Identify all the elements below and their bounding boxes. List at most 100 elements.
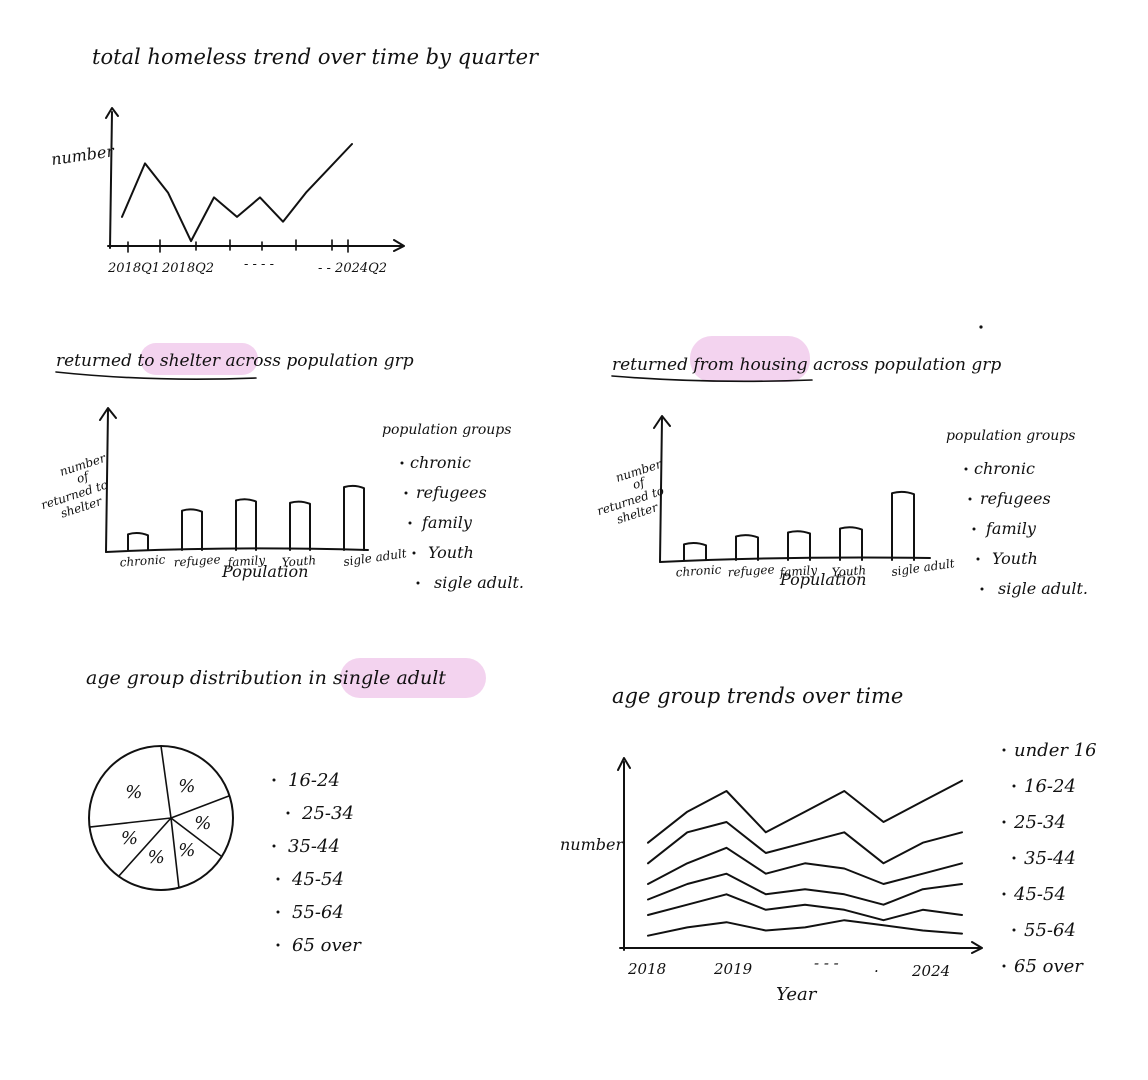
legend-item: Youth [992,549,1038,568]
legend-item: chronic [410,453,471,472]
chart5-title: age group trends over time [612,684,903,708]
chart1-tick-label: - - 2024Q2 [318,261,387,276]
pie-slice-divider [160,745,172,819]
chart4-title-part: age group distribution in [86,667,333,689]
legend-item: 25-34 [1013,812,1066,833]
pie-slice-label: % [148,847,165,868]
chart4-title: age group distribution in single adult [86,667,446,689]
legend-bullet [1002,748,1006,752]
chart5-x-axis [619,941,983,954]
legend-bullet [1002,820,1006,824]
chart1-x-axis [107,239,405,252]
legend-title: population groups [946,428,1075,444]
chart-returned-to-shelter: returned to shelter across population gr… [39,343,524,592]
chart5-xlabel: Year [776,984,818,1005]
chart5-tick-label: 2018 [627,960,666,978]
pie-slice-label: % [125,782,142,803]
legend-item: 65 over [292,935,362,956]
legend-bullet [980,587,984,591]
series-line [647,846,963,885]
legend-item: refugees [980,489,1051,508]
legend-item: sigle adult. [998,579,1088,598]
pie-slice-label: % [178,776,195,797]
chart2-title-highlight [140,343,258,375]
bar [735,534,759,561]
legend-bullet [416,581,420,585]
legend-item: under 16 [1014,740,1097,761]
chart5-tick-label: 2019 [713,960,753,978]
bar-category-label: chronic [119,552,166,569]
chart-age-distribution-pie: age group distribution in single adult %… [86,658,486,956]
chart2-x-axis [105,547,369,553]
chart2-xlabel: Population [221,562,308,581]
chart2-y-axis [99,407,117,553]
legend-bullet [1012,784,1016,788]
legend-item: Youth [428,543,474,562]
pie-slice-divider [117,817,172,878]
legend-item: 16-24 [1024,776,1076,797]
bar [683,542,707,561]
bar [839,526,863,561]
legend-bullet [972,527,976,531]
legend-item: refugees [416,483,487,502]
chart4-title-highlighted: single adult [333,667,446,689]
legend-item: 35-44 [1024,848,1076,869]
bar [343,484,365,551]
series-line [647,872,963,906]
legend-bullet [400,461,404,465]
legend-bullet [286,811,290,815]
chart1-ticks [127,239,349,253]
chart1-y-axis [105,107,119,249]
legend-item: 25-34 [301,803,354,824]
chart1-series-line [121,143,353,243]
chart5-tick-label: 2024 [911,962,950,980]
chart2-title-part: across population grp [220,351,414,371]
legend-bullet [272,778,276,782]
bar-category-label: refugee [727,562,775,579]
legend-bullet [976,557,980,561]
chart4-title-highlight [340,658,486,698]
bar [181,508,203,551]
legend-bullet [968,497,972,501]
chart5-y-axis [617,757,631,951]
bar-category-label: Youth [831,563,866,579]
bar [787,530,811,561]
chart5-ylabel: number [560,835,624,854]
legend-bullet [276,877,280,881]
legend-item: 65 over [1014,956,1084,977]
bar-category-label: family [226,553,266,570]
chart3-title-part: across population grp [808,355,1002,375]
legend-item: 45-54 [291,869,344,890]
legend-item: 45-54 [1013,884,1066,905]
chart1-ylabel: number [50,141,117,169]
pie-slice-label: % [178,840,195,861]
chart2-title-highlighted: to shelter [137,351,221,371]
chart5-tick-label: - - - [814,954,839,972]
chart2-title-part: returned [56,351,137,371]
pie-slice-label: % [194,813,211,834]
chart2-title: returned to shelter across population gr… [56,351,414,371]
legend-bullet [964,467,968,471]
legend-bullet [276,943,280,947]
pie-slice-label: % [121,828,138,849]
legend-bullet [412,551,416,555]
chart3-ylabel: number of returned to shelter [595,457,665,527]
legend-bullet [272,844,276,848]
legend-bullet [404,491,408,495]
legend-item: family [985,519,1037,538]
bar-category-label: chronic [675,562,722,579]
bar-category-label: refugee [173,552,221,569]
legend-item: 55-64 [1024,920,1076,941]
legend-bullet [408,521,412,525]
stray-dot [979,325,983,329]
series-line [647,821,963,865]
bar [289,500,311,551]
pie-slice-divider [88,817,172,828]
chart-returned-from-housing: returned from housing across population … [595,325,1088,598]
legend-bullet [276,910,280,914]
legend-bullet [1002,964,1006,968]
legend-bullet [1012,856,1016,860]
pie-slice-divider [170,794,231,819]
legend-item: chronic [974,459,1035,478]
chart3-y-axis [653,415,671,563]
